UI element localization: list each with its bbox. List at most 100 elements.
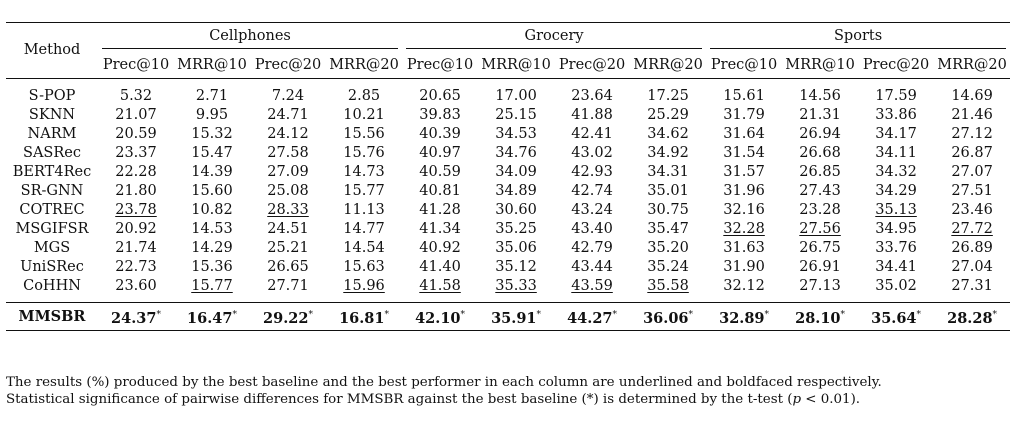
metric-value: 32.12 [723,278,765,294]
significance-star: * [840,309,846,320]
metric-header: MRR@20 [937,57,1007,73]
metric-header: MRR@20 [329,57,399,73]
method-name: BERT4Rec [12,164,92,180]
metric-value: 34.95 [875,221,917,237]
metric-value: 42.74 [571,183,613,199]
metric-value: 34.09 [495,164,537,180]
metric-value: 27.51 [951,183,993,199]
metric-value: 22.73 [115,259,157,275]
metric-value: 14.69 [934,78,1011,106]
metric-value: 14.56 [782,78,859,106]
metric-value: 40.39 [419,126,461,142]
metric-value: 14.77 [343,221,385,237]
value-text: 28.10 [795,309,841,327]
metric-value: 23.37 [115,145,157,161]
method-name: NARM [27,126,77,142]
metric-value: 21.46 [951,107,993,123]
metric-value: 35.01 [647,183,689,199]
metric-value: 9.95 [195,107,229,123]
metric-value: 27.58 [267,145,309,161]
metric-value: 27.31 [951,278,993,294]
dataset-label: Grocery [406,27,703,49]
metric-value: 27.07 [951,164,993,180]
metric-value: 26.68 [799,145,841,161]
significance-star: * [764,309,770,320]
table-row: UniSRec 22.73 15.36 26.65 15.63 41.40 35.12 43.… [6,258,1010,277]
metric-value: 26.85 [799,164,841,180]
table-notes: The results (%) produced by the best bas… [6,374,1012,408]
metric-value: 26.91 [799,259,841,275]
significance-star: * [992,309,998,320]
metric-value: 27.13 [799,278,841,294]
metric-value: 43.02 [571,145,613,161]
metric-value: 25.21 [267,240,309,256]
dataset-header-row: Method Cellphones Grocery Sports [6,22,1011,79]
metric-value: 15.36 [191,259,233,275]
table-header: Method Cellphones Grocery Sports Prec@10… [6,22,1011,79]
method-column-header: Method [6,22,98,79]
value-text: 16.81 [339,309,385,327]
metric-value: 27.04 [951,259,993,275]
metric-value: 35.20 [647,240,689,256]
metric-value: 27.43 [799,183,841,199]
table-row: MGS 21.74 14.29 25.21 14.54 40.92 35.06 42.79 35… [6,239,1010,258]
metric-value: 2.71 [174,78,250,106]
metric-header-row: Prec@10 MRR@10 Prec@20 MRR@20 Prec@10 MRR@10 P… [6,53,1010,79]
metric-value: 21.80 [115,183,157,199]
metric-header: MRR@10 [481,57,551,73]
significance-star: * [688,309,694,320]
table-row: NARM 20.59 15.32 24.12 15.56 40.39 34.53 42.41 3… [6,125,1010,144]
metric-value: 21.74 [115,240,157,256]
metric-value: 32.16 [723,202,765,218]
significance-star: * [536,309,542,320]
metric-value: 15.56 [343,126,385,142]
metric-value: 31.90 [723,259,765,275]
metric-value: 42.41 [571,126,613,142]
metric-value: 35.13 [875,202,917,218]
metric-value: 27.12 [951,126,993,142]
metric-value-best: 35.64* [858,302,935,331]
metric-value: 31.64 [723,126,765,142]
note-line-2-threshold: < 0.01). [801,392,861,407]
metric-value: 14.39 [191,164,233,180]
metric-value-best: 35.91* [478,302,555,331]
metric-value: 40.97 [419,145,461,161]
metric-value: 40.92 [419,240,461,256]
metric-value: 15.61 [706,78,783,106]
metric-value: 43.24 [571,202,613,218]
metric-value: 41.58 [419,278,461,294]
metric-value: 23.28 [799,202,841,218]
results-table: Method Cellphones Grocery Sports Prec@10… [6,22,1011,331]
metric-value: 21.07 [115,107,157,123]
metric-value: 26.89 [951,240,993,256]
note-line-2: Statistical significance of pairwise dif… [6,391,1012,408]
metric-value: 24.51 [267,221,309,237]
dataset-label: Cellphones [102,27,399,49]
metric-value-best: 16.81* [326,302,403,331]
metric-value-best: 32.89* [706,302,783,331]
metric-value: 34.32 [875,164,917,180]
metric-value: 23.78 [115,202,157,218]
metric-value: 34.53 [495,126,537,142]
metric-value: 33.86 [875,107,917,123]
metric-value-best: 29.22* [250,302,326,331]
method-name: SR-GNN [20,183,84,199]
metric-value: 34.17 [875,126,917,142]
method-name: MGS [33,240,71,256]
metric-value-best: 36.06* [630,302,707,331]
metric-value: 30.75 [647,202,689,218]
metric-value: 17.25 [630,78,707,106]
metric-value: 41.34 [419,221,461,237]
metric-value: 20.92 [115,221,157,237]
metric-value: 35.02 [875,278,917,294]
metric-value: 15.96 [343,278,385,294]
method-name: MSGIFSR [15,221,89,237]
metric-value: 34.11 [875,145,917,161]
metric-value: 10.82 [191,202,233,218]
value-text: 24.37 [111,309,157,327]
value-text: 16.47 [187,309,233,327]
metric-header: MRR@20 [633,57,703,73]
metric-value: 23.46 [951,202,993,218]
metric-value: 42.79 [571,240,613,256]
metric-value: 41.28 [419,202,461,218]
